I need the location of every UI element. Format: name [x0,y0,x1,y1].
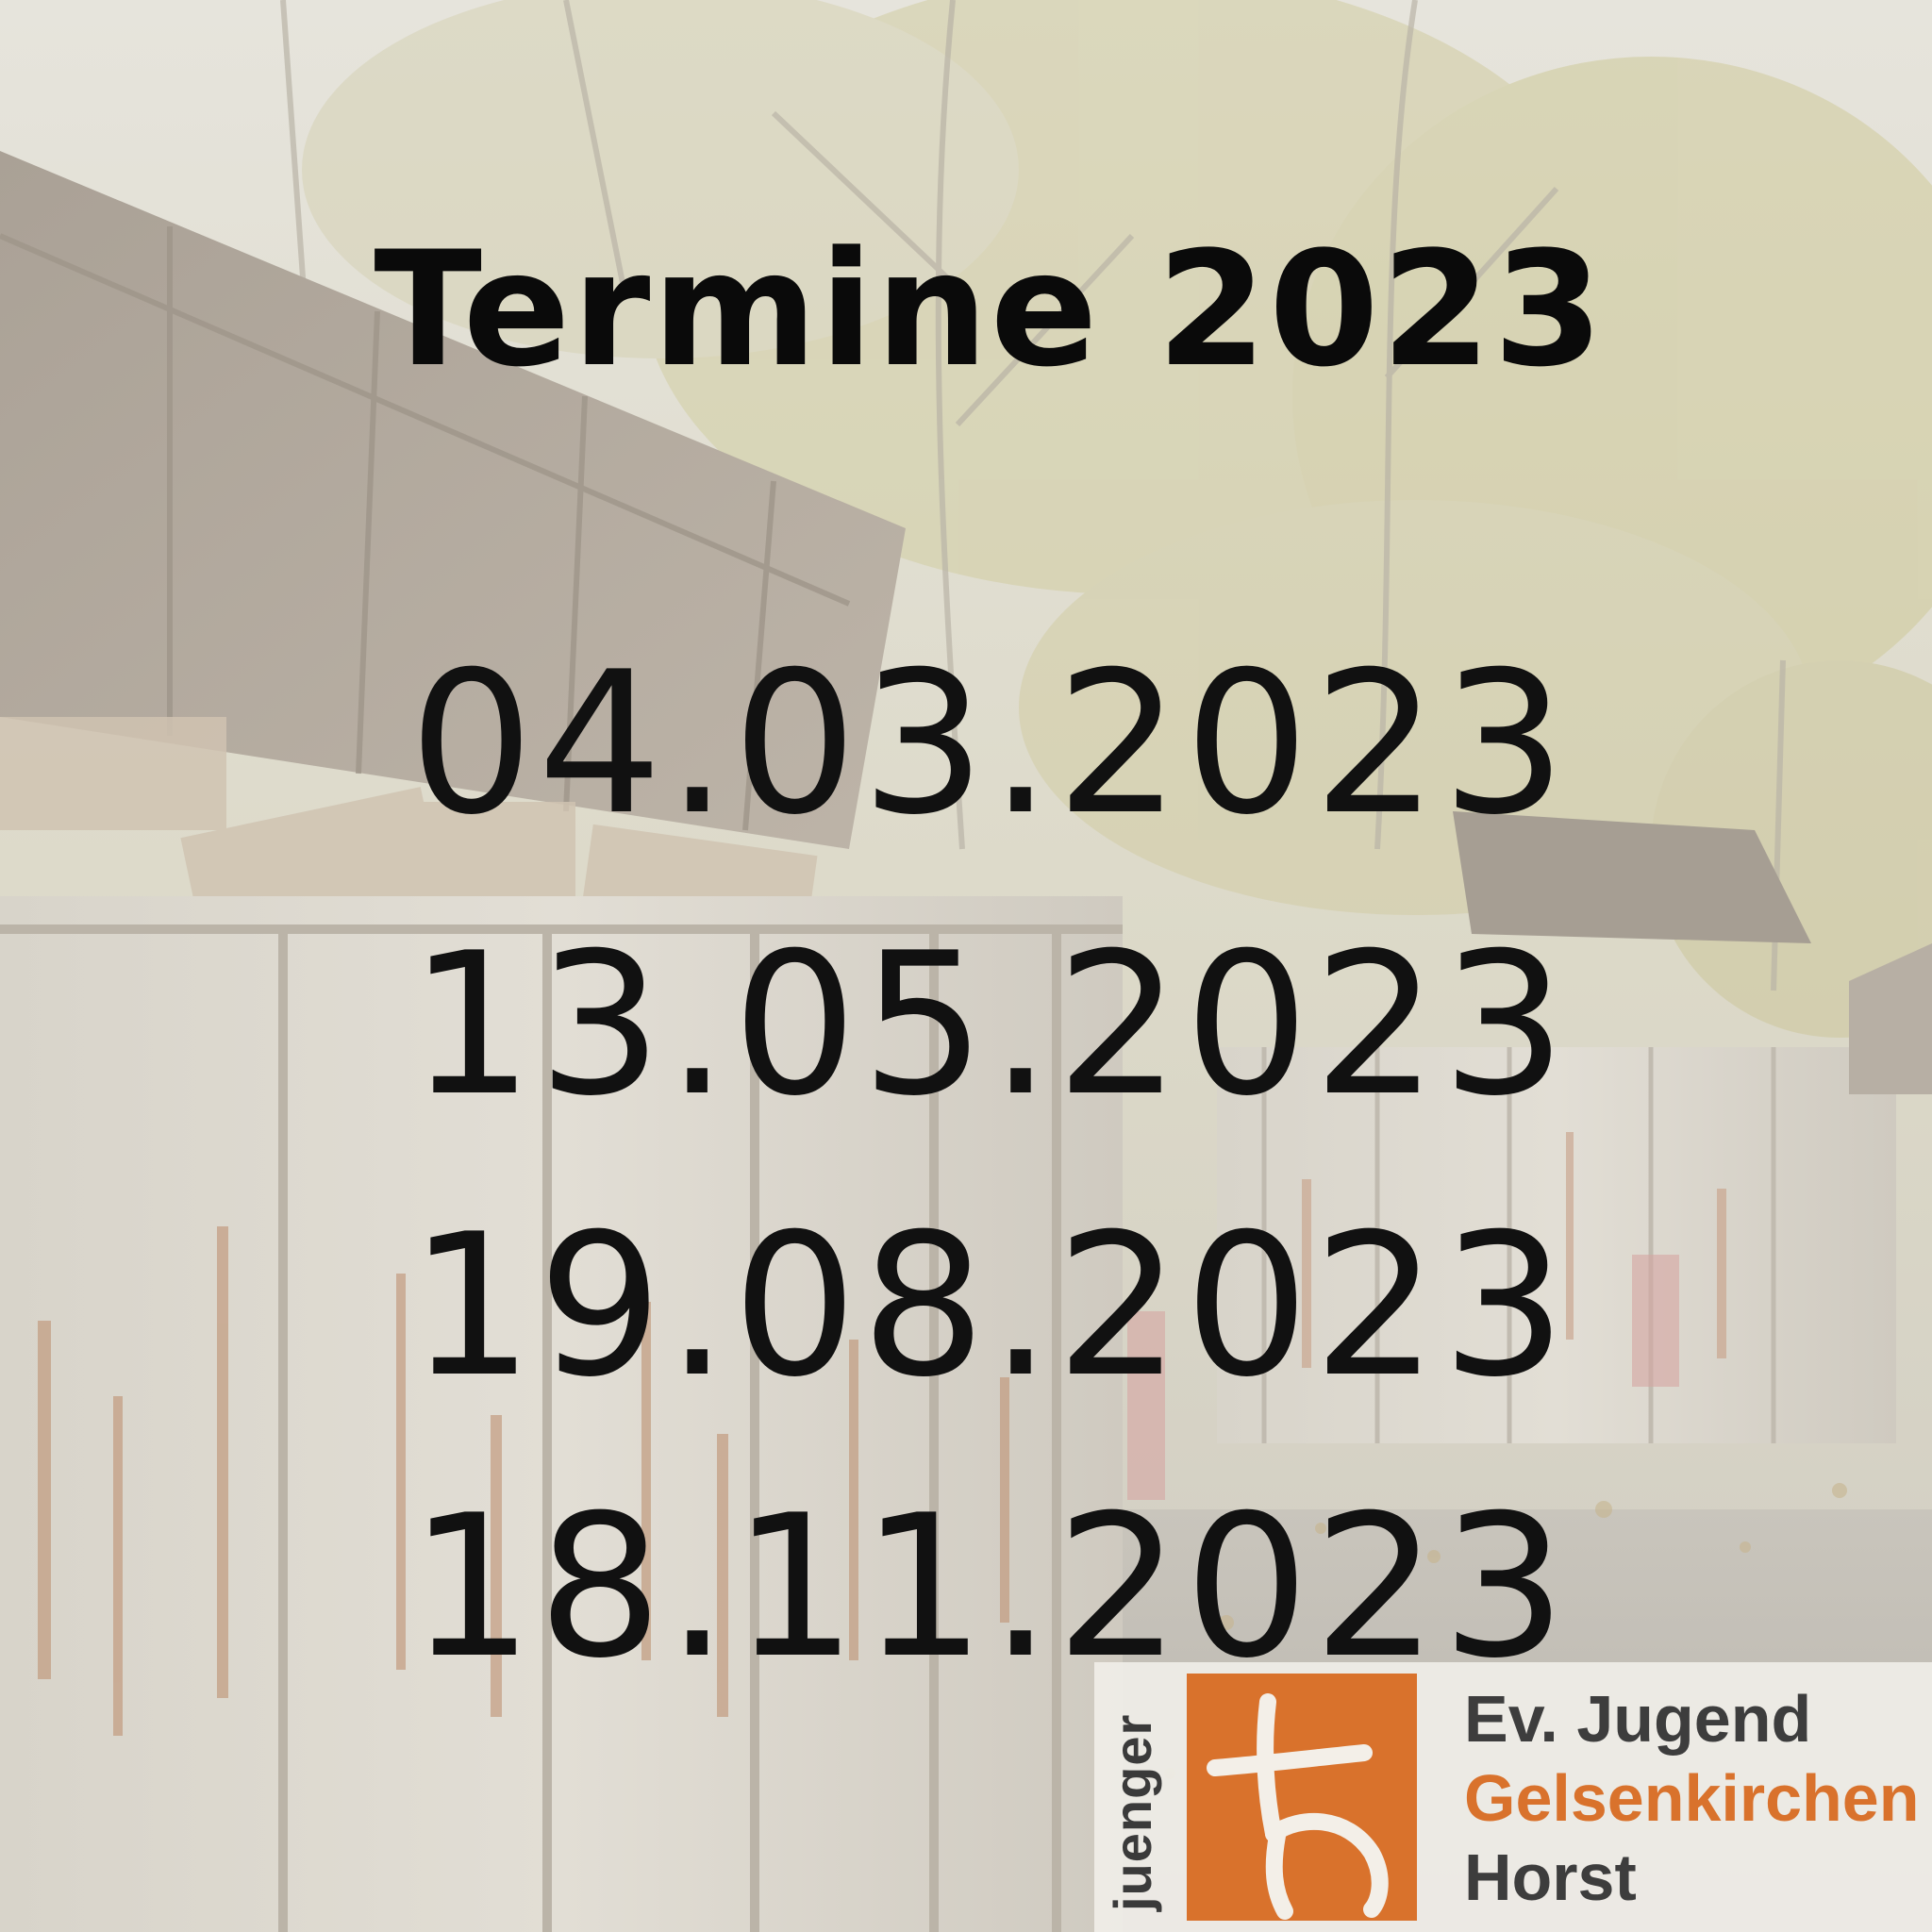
logo-text: Ev. Jugend Gelsenkirchen Horst [1464,1679,1919,1917]
logo-line-gelsenkirchen: Gelsenkirchen [1464,1761,1920,1835]
organization-logo: juenger Ev. Jugend Gelsenkirchen Horst [1094,1662,1932,1932]
page-title: Termine 2023 [374,217,1606,402]
date-item: 13.05.2023 [408,911,1571,1140]
date-item: 19.08.2023 [408,1192,1571,1421]
date-list: 04.03.2023 13.05.2023 19.08.2023 18.11.2… [0,604,1932,1728]
cross-figure-icon [1187,1674,1417,1921]
container-right [1217,811,1932,1443]
container-left [0,151,1165,1932]
logo-line-horst: Horst [1464,1840,1637,1914]
logo-line-ev-jugend: Ev. Jugend [1464,1682,1812,1756]
tree-foliage [302,0,1932,1038]
logo-vertical-text: juenger [1103,1713,1162,1911]
date-item: 04.03.2023 [408,630,1571,858]
rust-stains [38,1226,1009,1736]
